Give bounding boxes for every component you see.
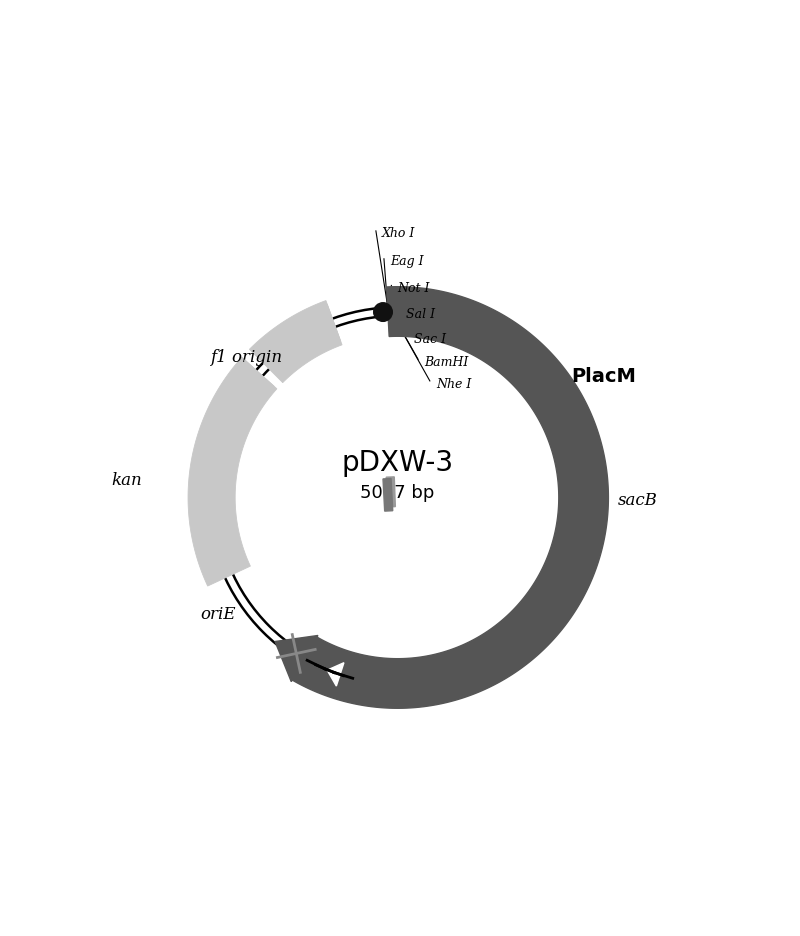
Text: sacB: sacB <box>618 492 658 509</box>
Polygon shape <box>312 304 341 342</box>
Polygon shape <box>292 286 608 709</box>
Polygon shape <box>244 359 274 390</box>
Text: Xho I: Xho I <box>382 227 415 241</box>
Text: Not I: Not I <box>398 282 430 295</box>
Polygon shape <box>383 478 393 511</box>
Polygon shape <box>327 663 344 686</box>
Text: Eag I: Eag I <box>390 256 424 269</box>
Circle shape <box>374 302 392 321</box>
Polygon shape <box>250 300 342 383</box>
Polygon shape <box>188 358 277 586</box>
Text: 5067 bp: 5067 bp <box>361 484 434 502</box>
Text: f1 origin: f1 origin <box>210 349 282 367</box>
Text: Sac I: Sac I <box>414 333 446 346</box>
Text: Nhe I: Nhe I <box>436 377 471 390</box>
Polygon shape <box>386 476 395 507</box>
Polygon shape <box>275 636 318 681</box>
Text: Sal I: Sal I <box>406 308 434 321</box>
Text: BamHI: BamHI <box>424 356 469 369</box>
Text: PlacM: PlacM <box>571 367 636 386</box>
Text: oriE: oriE <box>200 606 235 622</box>
Text: pDXW-3: pDXW-3 <box>342 449 454 477</box>
Text: kan: kan <box>111 472 142 489</box>
